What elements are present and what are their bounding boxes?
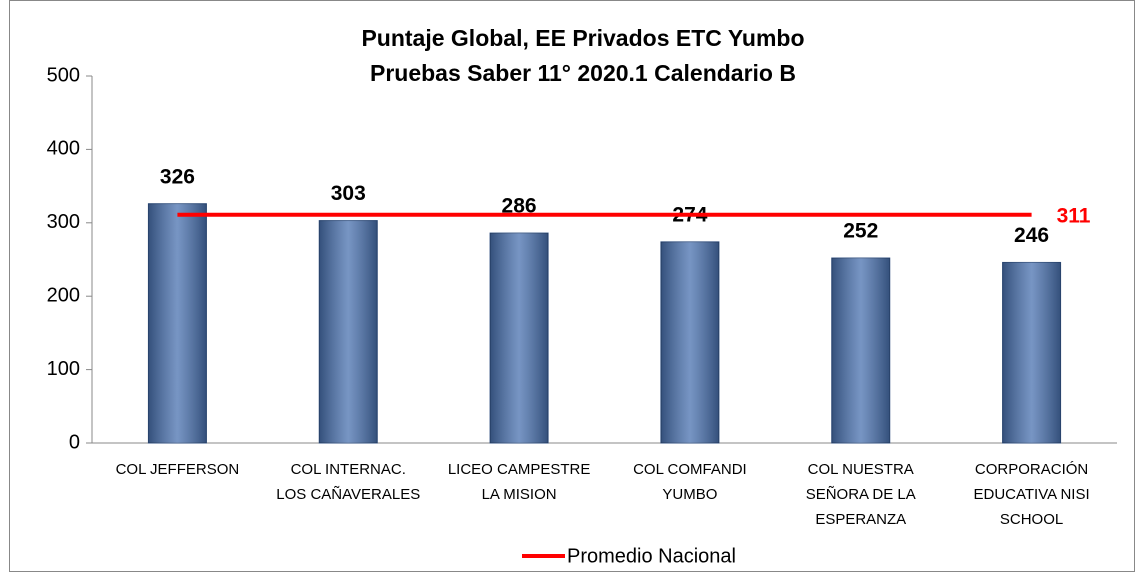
y-tick-label: 400 [47, 138, 80, 160]
data-label: 286 [502, 195, 537, 218]
y-tick-label: 100 [47, 358, 80, 380]
x-tick-label: COL JEFFERSON [116, 461, 240, 478]
x-tick-label: YUMBO [662, 486, 717, 503]
data-label: 303 [331, 182, 366, 205]
chart-title: Puntaje Global, EE Privados ETC Yumbo [361, 25, 804, 51]
bar [489, 232, 549, 444]
y-tick-label: 300 [47, 211, 80, 233]
data-label: 246 [1014, 224, 1049, 247]
x-tick-label: CORPORACIÓN [975, 461, 1088, 478]
data-label: 252 [843, 220, 878, 243]
bar [831, 257, 891, 444]
x-tick-label: ESPERANZA [815, 511, 906, 528]
x-tick-label: LICEO CAMPESTRE [448, 461, 591, 478]
bar [318, 220, 378, 444]
y-tick-label: 0 [69, 431, 80, 453]
x-tick-label: COL INTERNAC. [291, 461, 406, 478]
x-tick-label: COL COMFANDI [633, 461, 747, 478]
data-label: 326 [160, 165, 195, 188]
chart-title: Pruebas Saber 11° 2020.1 Calendario B [370, 60, 796, 86]
x-tick-label: EDUCATIVA NISI [974, 486, 1090, 503]
data-label: 311 [1057, 204, 1091, 227]
x-tick-label: SEÑORA DE LA [806, 486, 916, 503]
legend-label: Promedio Nacional [567, 545, 736, 567]
bar [660, 241, 720, 444]
x-tick-label: SCHOOL [1000, 511, 1063, 528]
bar [1002, 261, 1062, 444]
x-tick-label: COL NUESTRA [808, 461, 914, 478]
y-tick-label: 200 [47, 284, 80, 306]
x-tick-label: LOS CAÑAVERALES [276, 486, 420, 503]
bar [147, 203, 207, 444]
x-tick-label: LA MISION [482, 486, 557, 503]
y-tick-label: 500 [47, 64, 80, 86]
